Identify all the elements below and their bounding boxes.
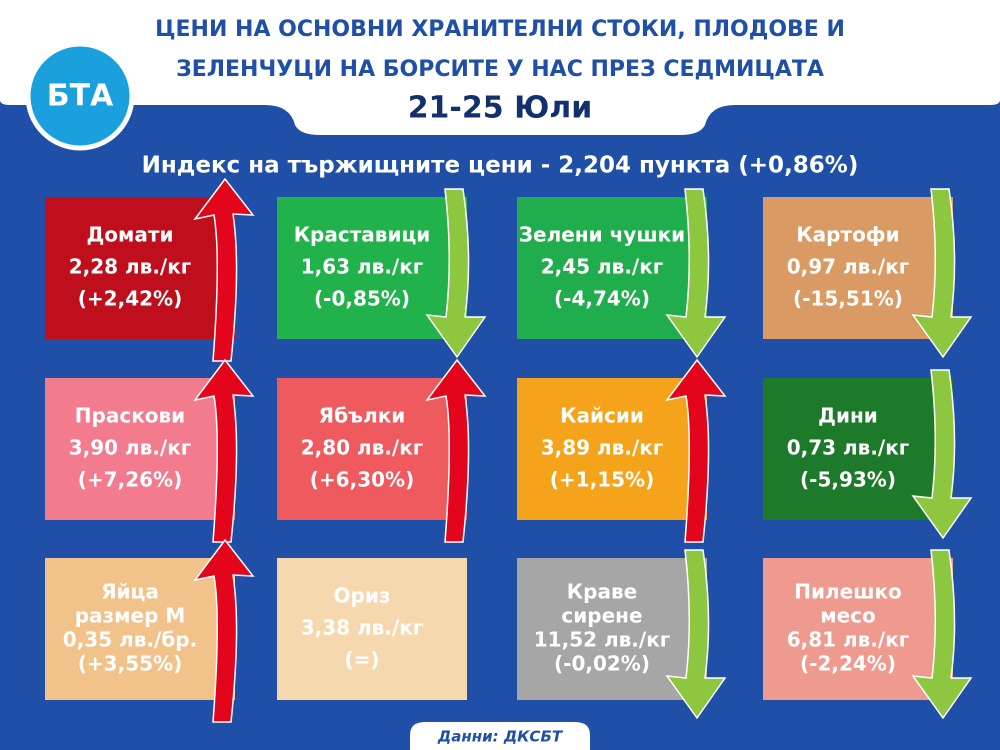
tile-line: (-4,74%)	[554, 287, 650, 311]
arrow-down	[911, 549, 973, 720]
tile-name: Домати	[86, 223, 173, 247]
tile-line: 3,90 лв./кг	[69, 436, 192, 460]
arrow-up	[425, 358, 487, 543]
tile-line: 2,28 лв./кг	[69, 255, 192, 279]
title-line: ЗЕЛЕНЧУЦИ НА БОРСИТЕ У НАС ПРЕЗ СЕДМИЦАТ…	[176, 57, 824, 82]
tile-name: Зелени чушки	[519, 223, 685, 247]
tile	[45, 558, 235, 700]
tile	[277, 558, 467, 700]
tile-name: Ориз	[334, 584, 391, 608]
tile-name: Яйца	[101, 580, 159, 604]
tile-line: 1,63 лв./кг	[301, 255, 424, 279]
tile-line: (-0,02%)	[554, 652, 650, 676]
tile-line: 3,38 лв./кг	[301, 616, 424, 640]
tile-line: (-15,51%)	[793, 287, 903, 311]
arrow-down	[911, 188, 973, 359]
tile-name: Пилешко	[794, 580, 902, 604]
header-panel	[0, 0, 1000, 135]
tile-line: (+7,26%)	[78, 468, 182, 492]
tile-name: Праскови	[75, 404, 185, 428]
tile-name: Картофи	[796, 223, 899, 247]
tile-line: (=)	[344, 648, 379, 672]
arrow-down	[665, 549, 727, 720]
tile-line: (+2,42%)	[78, 287, 182, 311]
tile-line: месо	[820, 604, 876, 628]
tile-name: Ябълки	[319, 404, 406, 428]
arrow-up	[193, 538, 255, 723]
tile-line: размер М	[75, 604, 186, 628]
tile-name: Краставици	[294, 223, 431, 247]
arrow-up	[193, 177, 255, 362]
tile-line: 0,73 лв./кг	[787, 436, 910, 460]
tile	[277, 378, 467, 520]
arrow-up	[665, 358, 727, 543]
date: 21-25 Юли	[408, 91, 593, 126]
tile	[517, 378, 707, 520]
tile-line: 11,52 лв./кг	[534, 628, 670, 652]
tile-line: 0,97 лв./кг	[787, 255, 910, 279]
tile-line: 2,45 лв./кг	[541, 255, 664, 279]
arrow-up	[193, 358, 255, 543]
tile-line: 0,35 лв./бр.	[63, 628, 197, 652]
tile-line: (+6,30%)	[310, 468, 414, 492]
tile-line: (-2,24%)	[800, 652, 896, 676]
source: Данни: ДКСБТ	[437, 728, 564, 746]
tile	[45, 378, 235, 520]
tile-line: (-0,85%)	[314, 287, 410, 311]
title-line: ЦЕНИ НА ОСНОВНИ ХРАНИТЕЛНИ СТОКИ, ПЛОДОВ…	[155, 17, 845, 42]
tile-name: Краве	[567, 580, 637, 604]
arrow-down	[911, 369, 973, 540]
tile-line: (-5,93%)	[800, 468, 896, 492]
tile-name: Дини	[818, 404, 878, 428]
tile-line: 6,81 лв./кг	[787, 628, 910, 652]
tile-name: Кайсии	[560, 404, 644, 428]
logo-circle	[25, 41, 135, 151]
logo: БТА	[47, 79, 114, 114]
tile-line: 2,80 лв./кг	[301, 436, 424, 460]
tile	[45, 197, 235, 339]
source-panel	[410, 722, 590, 750]
index: Индекс на тържищните цени - 2,204 пункта…	[142, 153, 859, 179]
tile-line: (+3,55%)	[78, 652, 182, 676]
tile-line: сирене	[561, 604, 642, 628]
tiles: Домати 2,28 лв./кг (+2,42%) Краставици 1,63 …	[45, 177, 973, 723]
tile-line: 3,89 лв./кг	[541, 436, 664, 460]
tile-line: (+1,15%)	[550, 468, 654, 492]
arrow-down	[425, 188, 487, 359]
arrow-down	[665, 188, 727, 359]
